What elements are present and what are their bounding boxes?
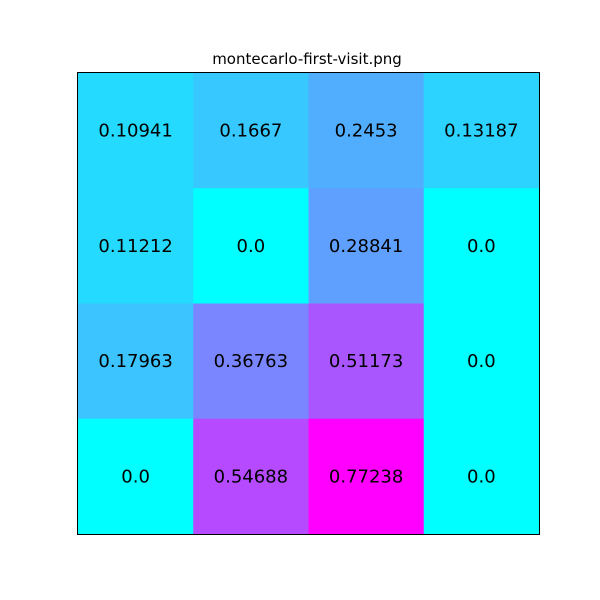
heatmap-cell-r0-c0 — [78, 73, 194, 189]
cell-value-label-r2-c0: 0.17963 — [98, 351, 172, 372]
heatmap-cell-r3-c1 — [193, 418, 309, 535]
heatmap-cells — [78, 73, 540, 535]
heatmap-cell-r3-c2 — [308, 418, 425, 535]
heatmap-cell-r0-c1 — [193, 73, 309, 189]
heatmap-cell-r2-c0 — [78, 303, 194, 420]
plot-frame — [77, 72, 540, 535]
chart-title: montecarlo-first-visit.png — [212, 50, 402, 68]
heatmap-value-labels: 0.10941 0.1667 0.2453 0.13187 0.11212 0.0 0.28… — [98, 121, 518, 488]
cell-value-label-r3-c2: 0.77238 — [329, 466, 403, 487]
cell-value-label-r0-c2: 0.2453 — [335, 121, 398, 142]
cell-value-label-r1-c3: 0.0 — [467, 236, 496, 257]
heatmap-cell-r1-c3 — [423, 188, 540, 304]
cell-value-label-r3-c1: 0.54688 — [214, 466, 288, 487]
heatmap-cell-r2-c3 — [423, 303, 540, 420]
heatmap-cell-r0-c2 — [308, 73, 425, 189]
cell-value-label-r1-c0: 0.11212 — [98, 236, 172, 257]
cell-value-label-r2-c3: 0.0 — [467, 351, 496, 372]
heatmap-cell-r1-c0 — [78, 188, 194, 304]
heatmap-cell-r1-c2 — [308, 188, 425, 304]
heatmap-cell-r3-c0 — [78, 418, 194, 535]
heatmap-cell-r1-c1 — [193, 188, 309, 304]
heatmap-cell-r2-c2 — [308, 303, 425, 420]
heatmap-cell-r0-c3 — [423, 73, 540, 189]
cell-value-label-r1-c1: 0.0 — [237, 236, 266, 257]
heatmap-cell-r3-c3 — [423, 418, 540, 535]
cell-value-label-r2-c2: 0.51173 — [329, 351, 403, 372]
cell-value-label-r0-c3: 0.13187 — [444, 121, 518, 142]
cell-value-label-r3-c0: 0.0 — [121, 466, 150, 487]
cell-value-label-r1-c2: 0.28841 — [329, 236, 403, 257]
cell-value-label-r0-c1: 0.1667 — [219, 121, 282, 142]
cell-value-label-r0-c0: 0.10941 — [98, 121, 172, 142]
cell-value-label-r2-c1: 0.36763 — [214, 351, 288, 372]
heatmap-cell-r2-c1 — [193, 303, 309, 420]
cell-value-label-r3-c3: 0.0 — [467, 466, 496, 487]
